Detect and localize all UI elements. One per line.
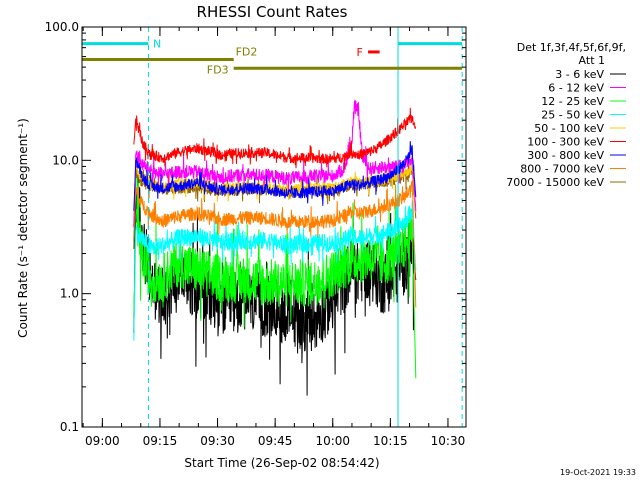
plot-data-layer [133,99,417,396]
y-axis-label: Count Rate (s⁻¹ detector segment⁻¹) [16,118,30,338]
y-tick-label: 1.0 [60,287,79,301]
series-line-100-300-kev [133,107,417,170]
series-line-25-50-kev [133,200,417,341]
series-line-800-7000-kev [133,180,417,308]
legend-label-7000-15000-kev: 7000 - 15000 keV [506,176,604,189]
legend-label-300-800-kev: 300 - 800 keV [527,149,604,162]
legend-header-line-2: Att 1 [579,54,605,67]
flag-label-fd2: FD2 [236,46,258,59]
x-tick-label: 09:45 [258,434,293,448]
legend-label-50-100-kev: 50 - 100 keV [534,122,604,135]
x-tick-label: 10:00 [315,434,350,448]
plot-overlay-layer: N FD2 FD3 F [81,27,463,427]
x-axis-label: Start Time (26-Sep-02 08:54:42) [184,456,379,470]
y-tick-label: 0.1 [60,420,79,434]
legend-label-100-300-kev: 100 - 300 keV [527,136,604,149]
x-tick-label: 09:15 [143,434,178,448]
y-tick-label: 10.0 [52,153,79,167]
x-tick-label: 10:30 [431,434,466,448]
legend-label-6-12-kev: 6 - 12 keV [548,82,604,95]
plot-frame [81,26,467,428]
series-line-300-800-kev [133,141,417,211]
flag-label-fd3: FD3 [207,63,229,76]
legend: Det 1f,3f,4f,5f,6f,9f, Att 1 3 - 6 keV6 … [506,41,626,189]
axis-layer: 0.1 1.0 10.0 100.0 09:00 09:15 09:30 09:45 10:00… [45,20,466,448]
y-tick-label: 100.0 [45,20,79,34]
chart-title: RHESSI Count Rates [197,3,348,21]
flag-label-n: N [153,38,161,51]
legend-label-25-50-kev: 25 - 50 keV [541,109,604,122]
legend-label-800-7000-kev: 800 - 7000 keV [520,163,604,176]
footer-date: 19-Oct-2021 19:33 [560,468,636,477]
legend-label-12-25-kev: 12 - 25 keV [541,95,604,108]
x-tick-label: 09:00 [85,434,120,448]
x-tick-label: 10:15 [373,434,408,448]
legend-header-line-1: Det 1f,3f,4f,5f,6f,9f, [517,41,626,54]
x-tick-label: 09:30 [200,434,235,448]
series-line-6-12-kev [133,99,417,228]
flag-label-f: F [357,46,363,59]
legend-label-3-6-kev: 3 - 6 keV [555,68,604,81]
